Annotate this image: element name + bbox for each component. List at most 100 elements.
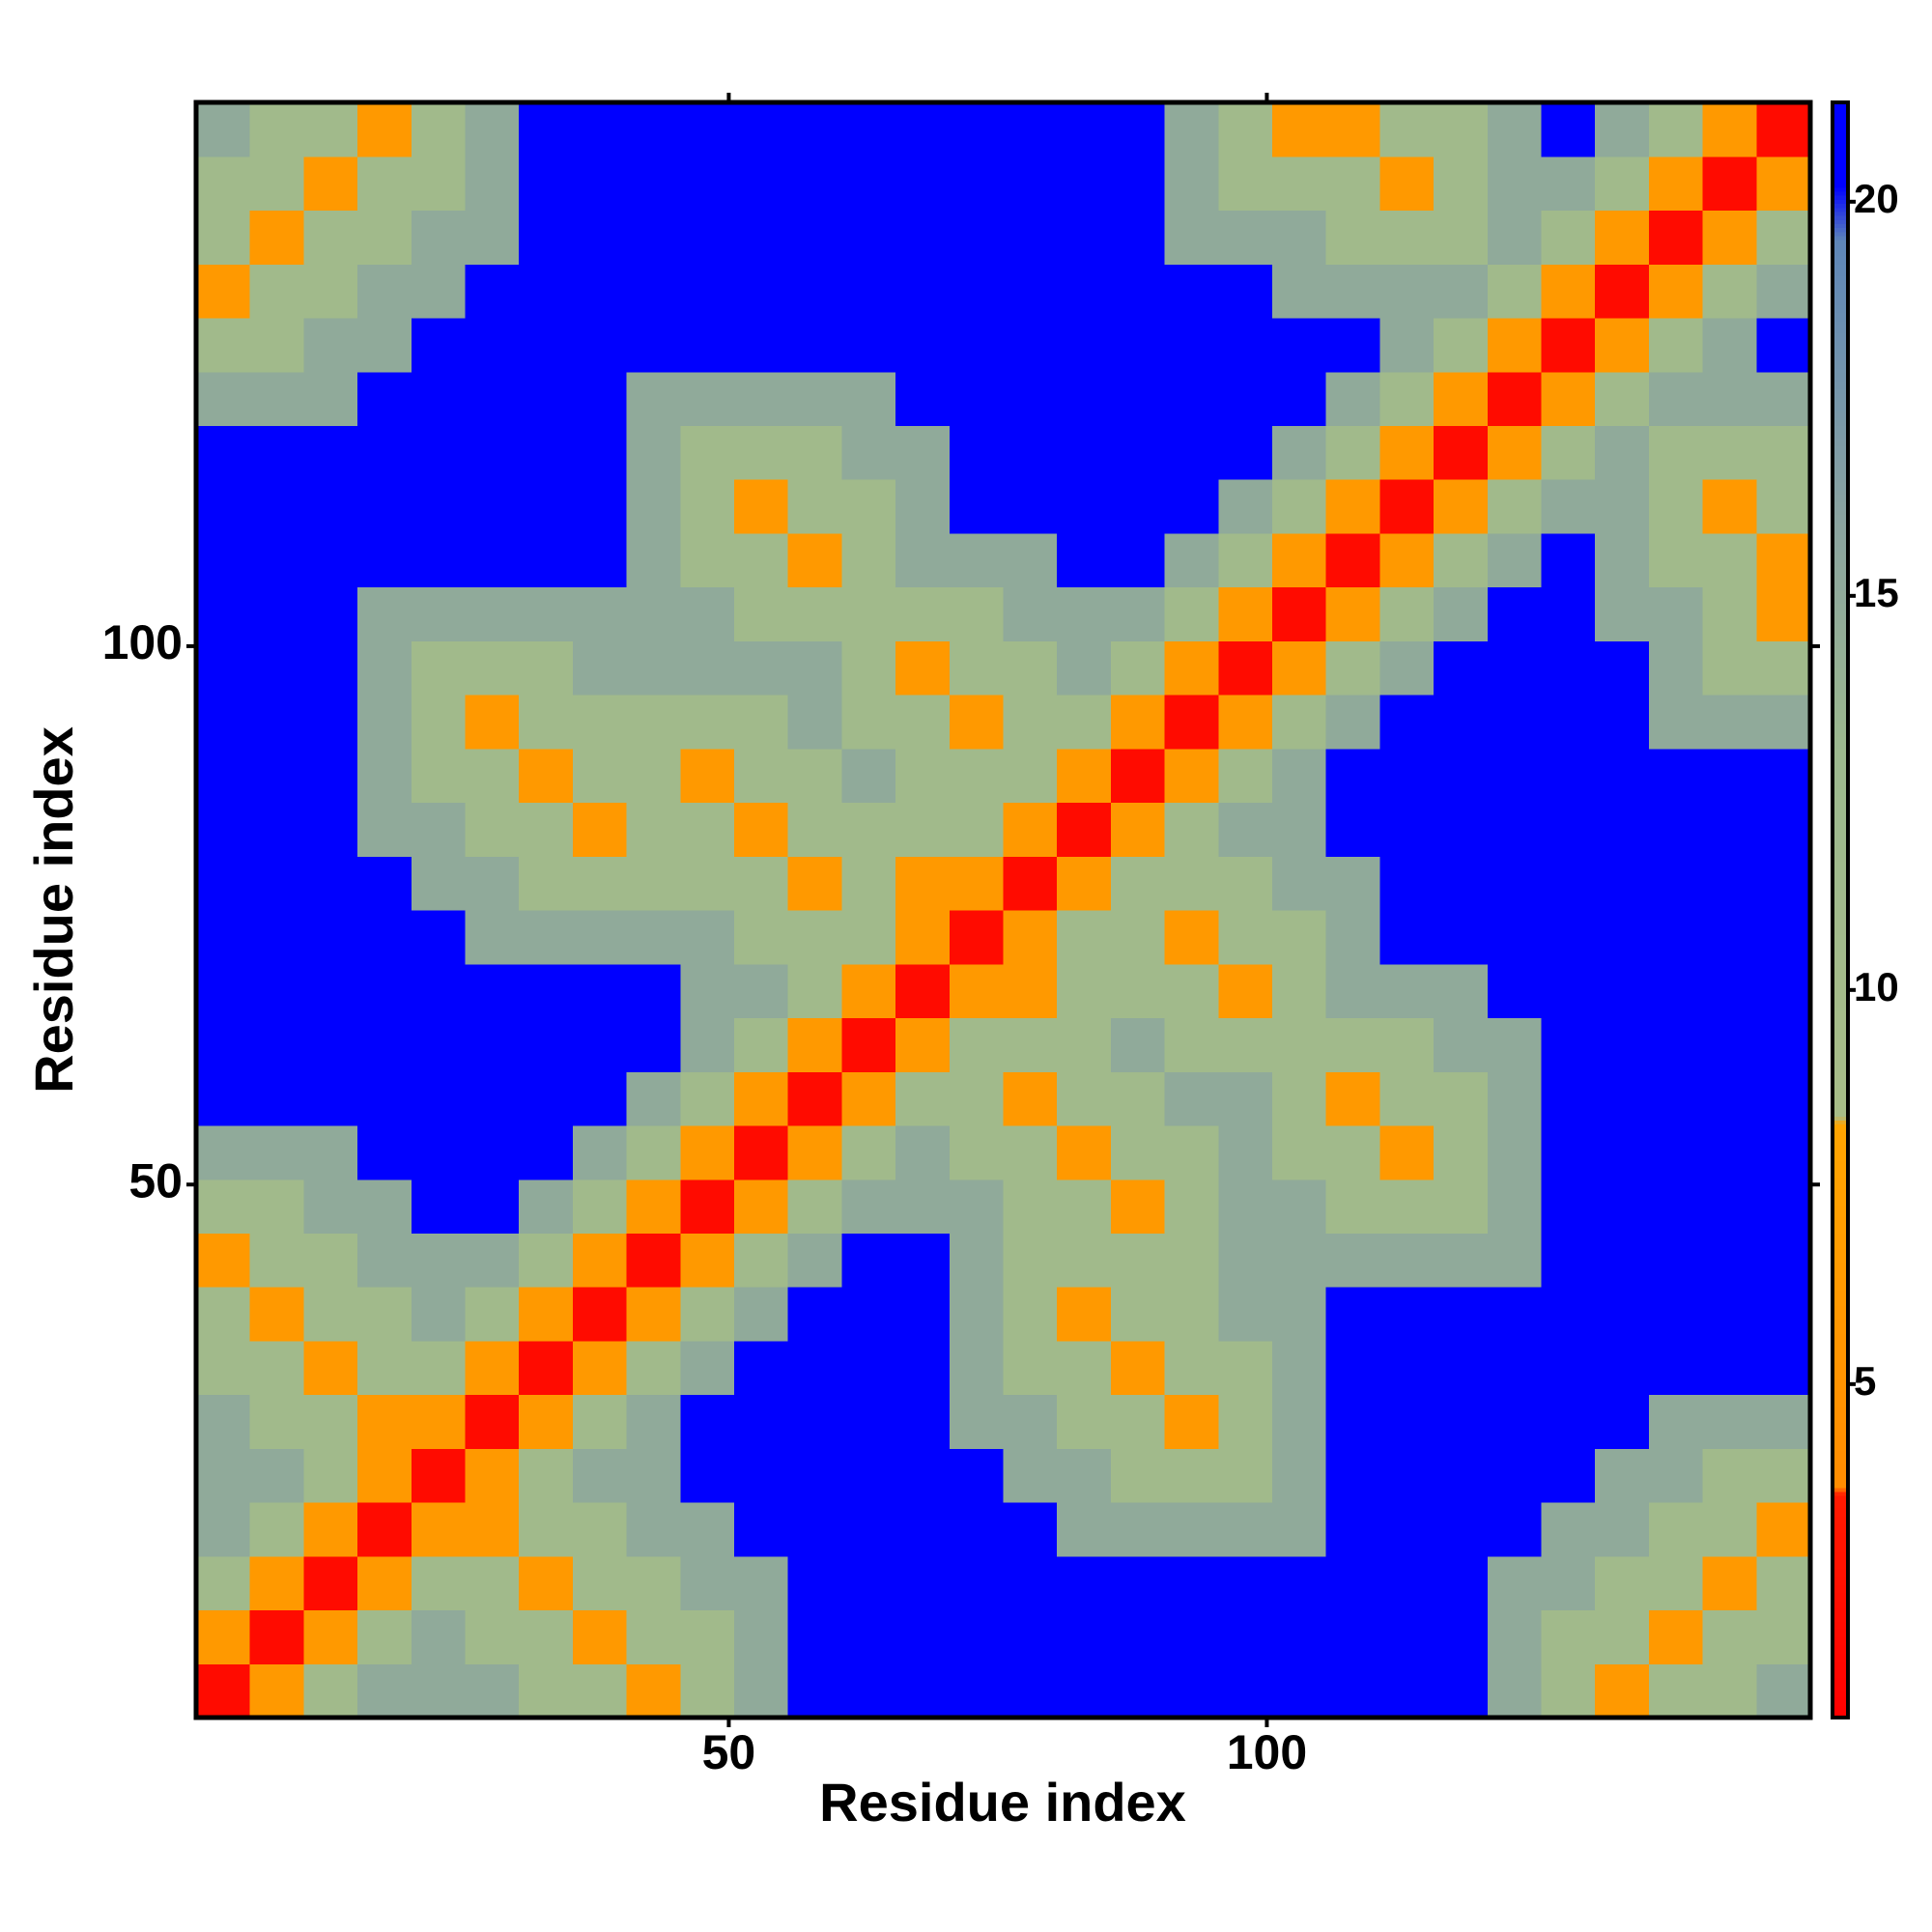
heatmap-cell <box>787 748 842 804</box>
heatmap-cell <box>519 1609 574 1664</box>
heatmap-cell <box>303 910 358 965</box>
heatmap-cell <box>465 1287 520 1342</box>
heatmap-cell <box>1379 1448 1435 1503</box>
heatmap-cell <box>1164 1071 1219 1126</box>
heatmap-cell <box>734 910 789 965</box>
heatmap-cell <box>1272 640 1327 696</box>
heatmap-cell <box>841 1124 896 1180</box>
colorbar-segment <box>1833 1003 1848 1008</box>
heatmap-cell <box>519 1663 574 1719</box>
colorbar-segment <box>1833 1483 1848 1489</box>
heatmap-cell <box>1648 748 1704 804</box>
heatmap-cell <box>734 802 789 857</box>
heatmap-cell <box>1325 963 1380 1019</box>
heatmap-cell <box>572 1071 628 1126</box>
heatmap-cell <box>465 802 520 857</box>
heatmap-cell <box>1379 586 1435 641</box>
colorbar-segment <box>1833 1083 1848 1089</box>
heatmap-cell <box>1325 1448 1380 1503</box>
heatmap-cell <box>1325 1017 1380 1072</box>
heatmap-cell <box>626 963 681 1019</box>
heatmap-cell <box>626 1017 681 1072</box>
heatmap-cell <box>572 1340 628 1396</box>
colorbar-segment <box>1833 130 1848 136</box>
heatmap-cell <box>1003 1609 1058 1664</box>
colorbar-segment <box>1833 437 1848 442</box>
heatmap-cell <box>787 1555 842 1611</box>
heatmap-cell <box>949 264 1005 319</box>
heatmap-cell <box>1003 1017 1058 1072</box>
colorbar-segment <box>1833 1410 1848 1416</box>
heatmap-cell <box>841 102 896 157</box>
heatmap-cell <box>734 210 789 265</box>
heatmap-cell <box>1702 317 1757 373</box>
heatmap-cell <box>357 586 412 641</box>
heatmap-cell <box>1487 210 1543 265</box>
heatmap-cell <box>841 856 896 911</box>
heatmap-cell <box>1110 317 1166 373</box>
heatmap-cell <box>411 640 467 696</box>
heatmap-cell <box>1379 1502 1435 1557</box>
heatmap-cell <box>1325 317 1380 373</box>
heatmap-cell <box>841 640 896 696</box>
heatmap-cell <box>411 1017 467 1072</box>
colorbar-segment <box>1833 235 1848 241</box>
heatmap-cell <box>303 210 358 265</box>
heatmap-cell <box>357 1394 412 1449</box>
heatmap-cell <box>1003 1394 1058 1449</box>
heatmap-cell <box>1702 210 1757 265</box>
heatmap-cell <box>249 102 304 157</box>
heatmap-cell <box>1057 371 1112 426</box>
heatmap-cell <box>626 102 681 157</box>
colorbar-segment <box>1833 1007 1848 1012</box>
heatmap-cell <box>626 1663 681 1719</box>
heatmap-cell <box>1057 1502 1112 1557</box>
heatmap-cell <box>734 1448 789 1503</box>
heatmap-cell <box>519 1017 574 1072</box>
colorbar-segment <box>1833 905 1848 911</box>
heatmap-cell <box>787 1502 842 1557</box>
heatmap-cell <box>357 1233 412 1288</box>
heatmap-cell <box>680 963 735 1019</box>
colorbar-segment <box>1833 1059 1848 1065</box>
heatmap-cell <box>1702 371 1757 426</box>
colorbar-segment <box>1833 1697 1848 1702</box>
heatmap-cell <box>572 748 628 804</box>
heatmap-cell <box>949 1448 1005 1503</box>
colorbar-segment <box>1833 1095 1848 1101</box>
heatmap-cell <box>1057 1124 1112 1180</box>
heatmap-cell <box>1487 317 1543 373</box>
heatmap-cell <box>734 425 789 480</box>
colorbar-segment <box>1833 724 1848 729</box>
heatmap-cell <box>196 1340 251 1396</box>
heatmap-cell <box>1756 479 1811 534</box>
heatmap-cell <box>249 156 304 212</box>
heatmap-cell <box>1057 802 1112 857</box>
heatmap-cell <box>411 371 467 426</box>
heatmap-cell <box>1595 586 1650 641</box>
heatmap-cell <box>572 802 628 857</box>
heatmap-cell <box>1434 1179 1489 1234</box>
heatmap-cell <box>787 1609 842 1664</box>
heatmap-cell <box>680 1448 735 1503</box>
heatmap-cell <box>1218 640 1273 696</box>
colorbar-segment <box>1833 421 1848 426</box>
heatmap-cell <box>680 479 735 534</box>
heatmap-cell <box>1648 425 1704 480</box>
heatmap-cell <box>1272 802 1327 857</box>
heatmap-cell <box>572 586 628 641</box>
heatmap-cell <box>519 1071 574 1126</box>
heatmap-cell <box>1648 1663 1704 1719</box>
colorbar-segment <box>1833 901 1848 907</box>
heatmap-cell <box>303 1340 358 1396</box>
heatmap-cell <box>1487 479 1543 534</box>
colorbar-segment <box>1833 1422 1848 1428</box>
heatmap-cell <box>411 156 467 212</box>
heatmap-cell <box>1702 802 1757 857</box>
heatmap-cell <box>303 1609 358 1664</box>
heatmap-cell <box>949 1071 1005 1126</box>
colorbar-segment <box>1833 1455 1848 1461</box>
heatmap-cell <box>1325 264 1380 319</box>
colorbar-segment <box>1833 1116 1848 1121</box>
colorbar-segment <box>1833 409 1848 414</box>
